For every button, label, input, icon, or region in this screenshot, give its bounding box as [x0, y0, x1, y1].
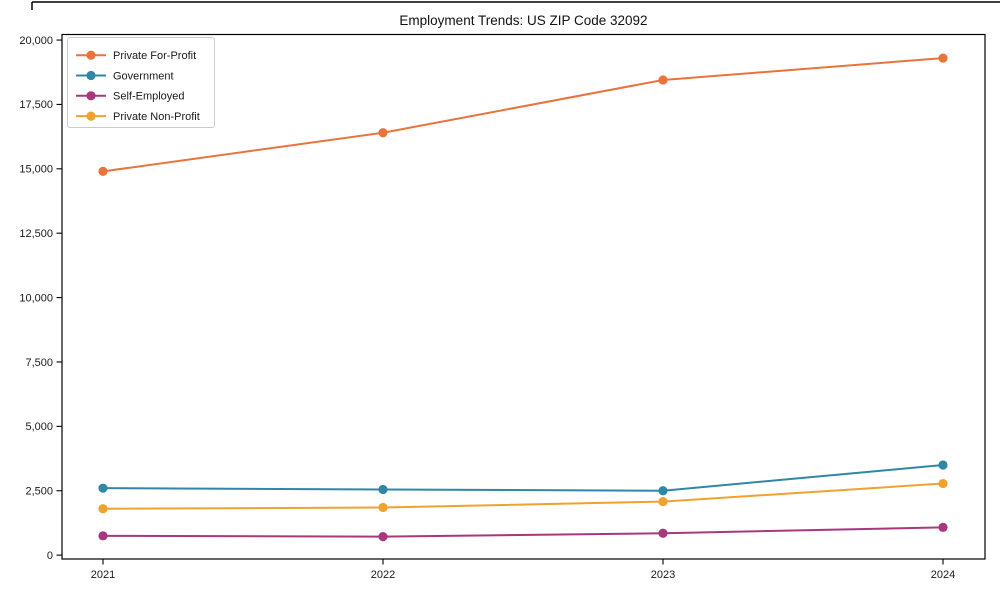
- data-point-marker: [658, 486, 668, 496]
- legend-marker-icon: [86, 111, 96, 121]
- series-group: [98, 53, 948, 542]
- y-tick-label: 20,000: [19, 35, 53, 47]
- y-tick-label: 5,000: [25, 421, 53, 433]
- legend-item: Government: [76, 70, 174, 82]
- data-point-marker: [658, 528, 668, 538]
- y-tick-label: 2,500: [25, 486, 53, 498]
- axes: 0 2,500 5,000 7,500 10,000 12,500 15,000 17,500…: [19, 33, 986, 581]
- data-point-marker: [938, 478, 948, 489]
- data-point-marker: [378, 128, 388, 138]
- series-line: [101, 463, 944, 492]
- y-tick-label: 0: [47, 550, 53, 562]
- y-tick-label: 17,500: [19, 99, 53, 111]
- data-point-marker: [378, 484, 388, 495]
- y-tick-label: 10,000: [19, 292, 53, 304]
- data-point-marker: [98, 166, 108, 176]
- series-line: [101, 57, 944, 173]
- legend: Private For-Profit Government Self-Employe…: [67, 37, 215, 128]
- x-tick-label: 2024: [931, 569, 955, 581]
- plot-border: [61, 33, 986, 560]
- data-point-marker: [98, 531, 108, 541]
- data-point-marker: [378, 502, 388, 513]
- data-point-marker: [938, 460, 948, 470]
- legend-label: Private For-Profit: [113, 50, 196, 62]
- y-tick-label: 12,500: [19, 228, 53, 240]
- data-point-marker: [378, 531, 388, 542]
- series-line: [101, 482, 944, 510]
- legend-item: Private For-Profit: [76, 50, 196, 62]
- x-tick-label: 2022: [371, 569, 395, 581]
- legend-marker-icon: [86, 91, 96, 101]
- x-tick-label: 2021: [91, 569, 115, 581]
- legend-label: Government: [113, 70, 174, 82]
- data-point-marker: [98, 483, 108, 493]
- y-tick-label: 15,000: [19, 164, 53, 176]
- series-line: [101, 526, 944, 538]
- legend-label: Private Non-Profit: [113, 111, 200, 123]
- legend-marker-icon: [86, 70, 96, 81]
- legend-box: [67, 37, 215, 128]
- window-frame: [31, 1, 1000, 10]
- chart-title: Employment Trends: US ZIP Code 32092: [399, 13, 647, 28]
- legend-item: Self-Employed: [76, 91, 185, 103]
- data-point-marker: [658, 75, 668, 85]
- legend-marker-icon: [86, 50, 96, 60]
- y-tick-label: 7,500: [25, 357, 53, 369]
- data-point-marker: [938, 522, 948, 532]
- data-point-marker: [938, 53, 948, 63]
- legend-item: Private Non-Profit: [76, 111, 200, 123]
- legend-label: Self-Employed: [113, 91, 185, 103]
- data-point-marker: [98, 504, 108, 514]
- x-tick-label: 2023: [651, 569, 675, 581]
- data-point-marker: [658, 496, 668, 507]
